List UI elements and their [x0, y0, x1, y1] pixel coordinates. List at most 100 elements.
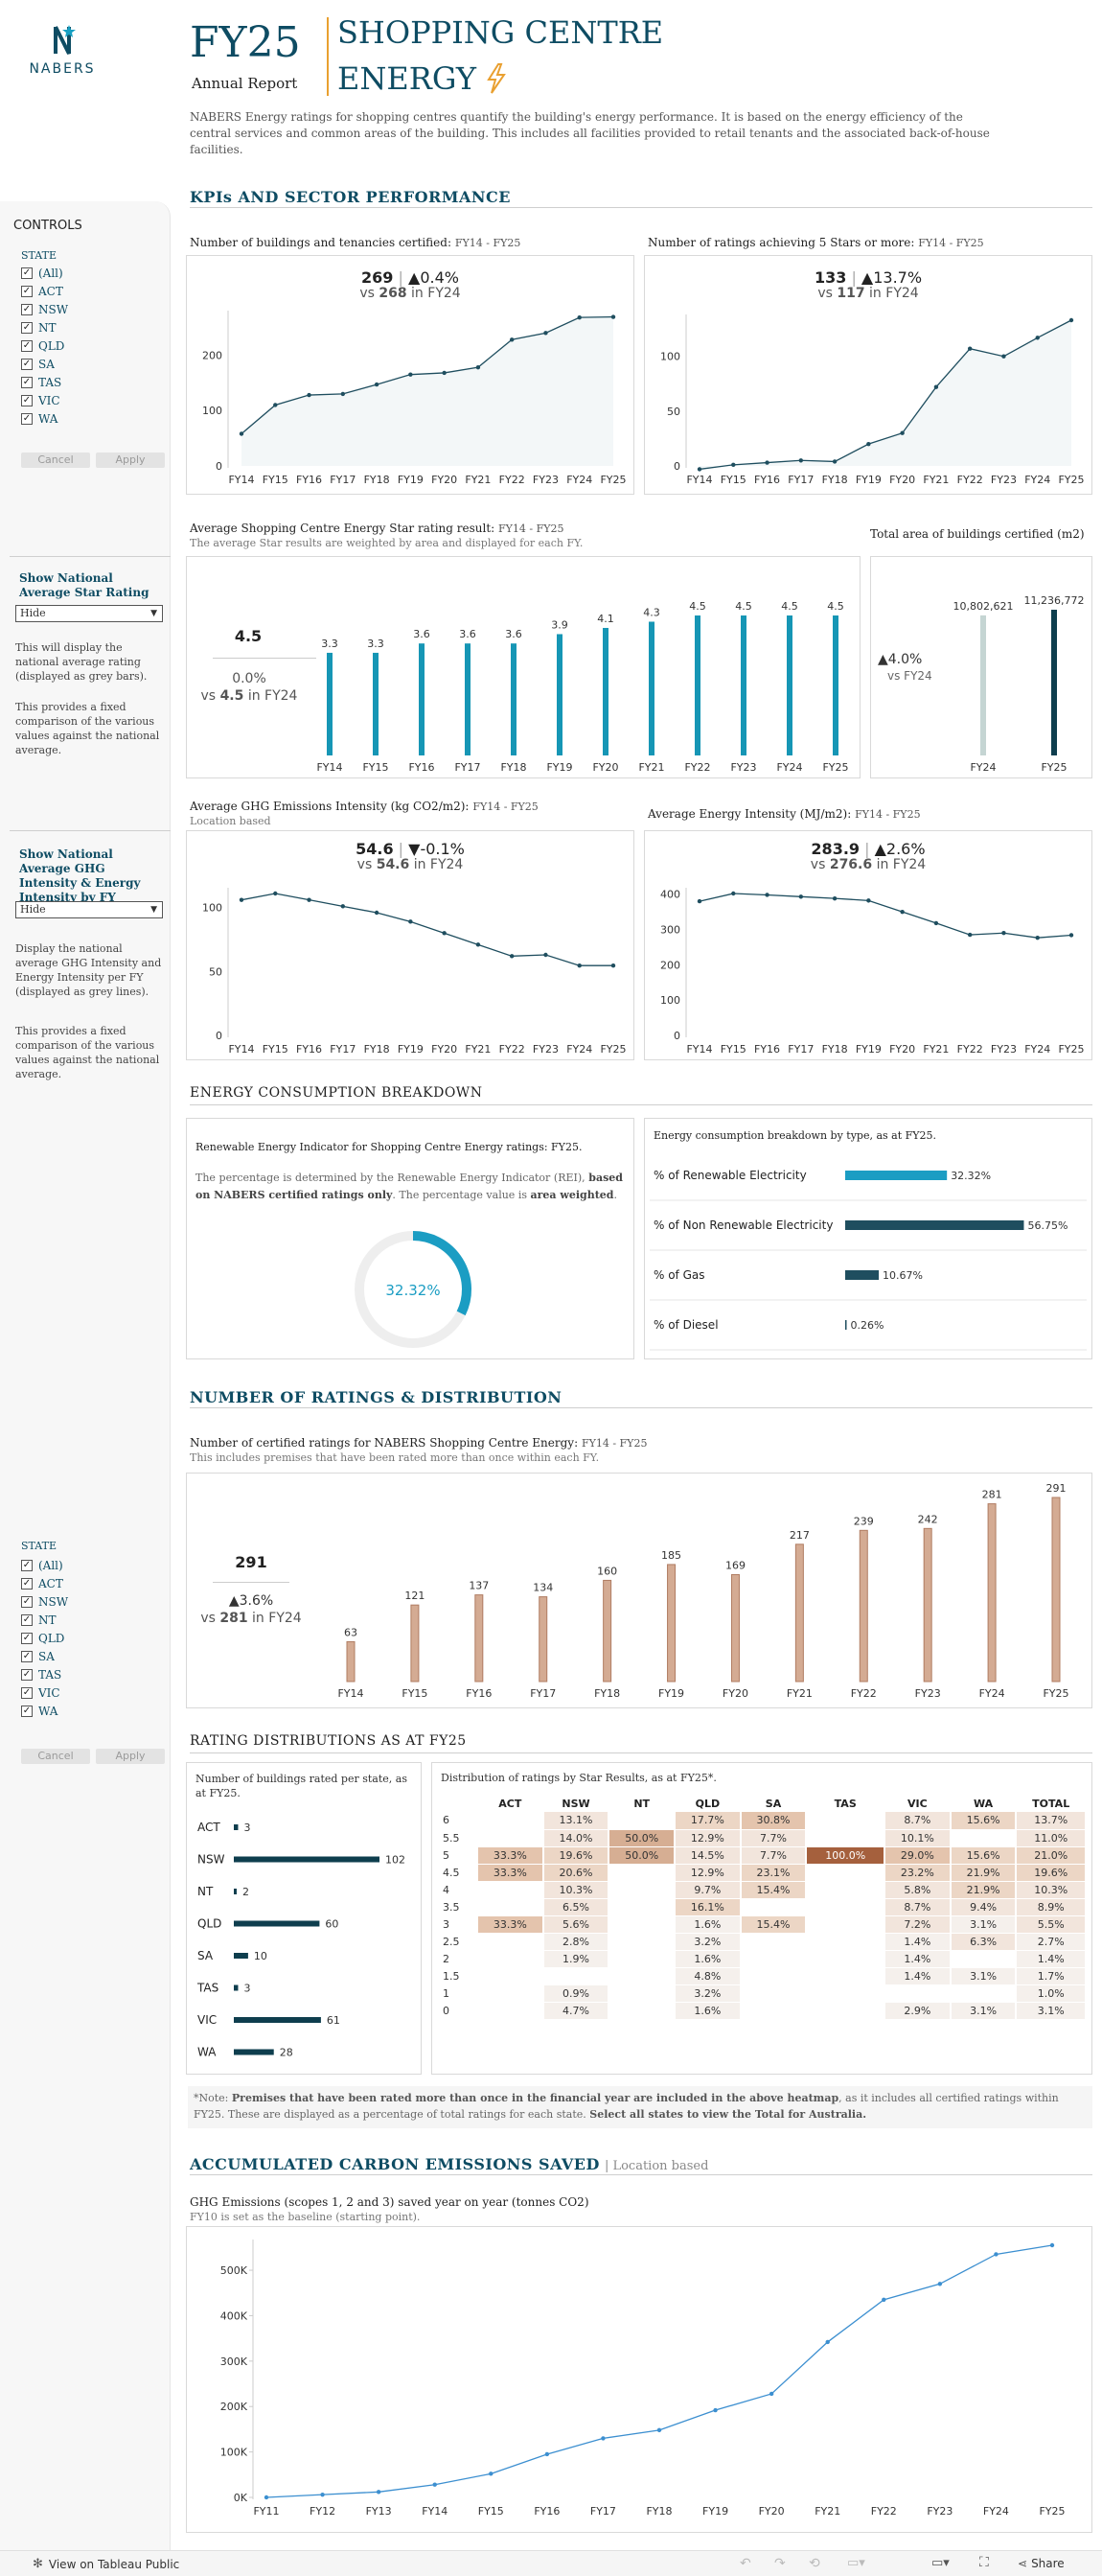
state-checkbox-all[interactable]: ✓ (All) — [21, 265, 63, 282]
heatmap-cell[interactable] — [806, 1950, 886, 1968]
heatmap-cell[interactable]: 15.4% — [740, 1915, 808, 1934]
heatmap-cell[interactable]: 3.1% — [950, 1967, 1018, 1985]
state-checkbox-nt[interactable]: ✓ NT — [21, 1612, 57, 1629]
heatmap-cell[interactable]: 14.0% — [542, 1829, 610, 1847]
heatmap-cell[interactable] — [806, 1864, 886, 1882]
heatmap-cell[interactable]: 13.1% — [542, 1812, 610, 1830]
heatmap-cell[interactable]: 2.8% — [542, 1933, 610, 1951]
heatmap-cell[interactable]: 16.1% — [675, 1898, 742, 1916]
apply-button[interactable]: Apply — [96, 453, 165, 468]
checkbox-icon[interactable]: ✓ — [21, 322, 33, 334]
checkbox-icon[interactable]: ✓ — [21, 1614, 33, 1626]
heatmap-cell[interactable]: 8.9% — [1016, 1898, 1087, 1916]
checkbox-icon[interactable]: ✓ — [21, 1578, 33, 1590]
ghg-dropdown[interactable]: Hide ▼ — [15, 901, 163, 918]
state-checkbox-nt[interactable]: ✓ NT — [21, 319, 57, 337]
pause-icon[interactable]: ▭▾ — [847, 2556, 865, 2570]
heatmap-cell[interactable]: 1.4% — [884, 1967, 952, 1985]
carbon-line-chart[interactable]: 0K 100K 200K 300K 400K 500K FY11 FY12 FY13 FY14 FY… — [186, 2226, 1092, 2533]
heatmap-cell[interactable]: 50.0% — [608, 1846, 677, 1865]
heatmap-cell[interactable]: 1.6% — [675, 1950, 742, 1968]
heatmap-cell[interactable]: 15.6% — [950, 1812, 1018, 1830]
heatmap-cell[interactable]: 23.2% — [884, 1864, 952, 1882]
nabers-logo[interactable]: NABERS — [17, 21, 107, 81]
heatmap-cell[interactable]: 5.5% — [1016, 1915, 1087, 1934]
heatmap-cell[interactable]: 100.0% — [806, 1846, 886, 1865]
heatmap-cell[interactable] — [806, 1967, 886, 1985]
heatmap-cell[interactable]: 1.6% — [675, 2002, 742, 2020]
heatmap-cell[interactable]: 19.6% — [1016, 1864, 1087, 1882]
heatmap-cell[interactable]: 2.9% — [884, 2002, 952, 2020]
heatmap-cell[interactable]: 1.4% — [884, 1933, 952, 1951]
heatmap-cell[interactable] — [477, 1950, 544, 1968]
heatmap-cell[interactable] — [740, 1933, 808, 1951]
heatmap-cell[interactable] — [608, 1881, 677, 1899]
heatmap-cell[interactable]: 1.4% — [1016, 1950, 1087, 1968]
view-on-tableau-link[interactable]: ✻ View on Tableau Public — [33, 2557, 179, 2571]
checkbox-icon[interactable]: ✓ — [21, 1706, 33, 1717]
ghg-line-chart[interactable]: 0 50 100 FY14 FY15 FY16 FY17 FY18 FY19 FY20 FY21 FY… — [186, 878, 634, 1060]
heatmap-cell[interactable] — [806, 1898, 886, 1916]
state-checkbox-nsw[interactable]: ✓ NSW — [21, 301, 68, 318]
heatmap-cell[interactable] — [740, 1898, 808, 1916]
heatmap-cell[interactable]: 10.3% — [542, 1881, 610, 1899]
heatmap-cell[interactable] — [477, 1984, 544, 2003]
heatmap-cell[interactable] — [477, 2002, 544, 2020]
heatmap-cell[interactable]: 14.5% — [675, 1846, 742, 1865]
heatmap-cell[interactable] — [806, 1881, 886, 1899]
heatmap-cell[interactable]: 12.9% — [675, 1829, 742, 1847]
heatmap-cell[interactable]: 13.7% — [1016, 1812, 1087, 1830]
heatmap-cell[interactable] — [608, 1915, 677, 1934]
renewable-donut-chart[interactable]: 32.32% — [351, 1227, 475, 1352]
heatmap-cell[interactable]: 17.7% — [675, 1812, 742, 1830]
checkbox-icon[interactable]: ✓ — [21, 413, 33, 425]
heatmap-cell[interactable] — [608, 1967, 677, 1985]
checkbox-icon[interactable]: ✓ — [21, 395, 33, 406]
heatmap-cell[interactable] — [608, 2002, 677, 2020]
checkbox-icon[interactable]: ✓ — [21, 1596, 33, 1608]
ratings-bar-chart[interactable]: 63 FY14 121 FY15 137 FY16 134 FY17 160 FY18 185 FY1… — [307, 1473, 1092, 1708]
heatmap-cell[interactable] — [608, 1950, 677, 1968]
heatmap-cell[interactable]: 20.6% — [542, 1864, 610, 1882]
heatmap-cell[interactable]: 33.3% — [477, 1915, 544, 1934]
heatmap-cell[interactable] — [950, 1829, 1018, 1847]
heatmap-cell[interactable]: 21.9% — [950, 1864, 1018, 1882]
heatmap-cell[interactable] — [806, 1915, 886, 1934]
checkbox-icon[interactable]: ✓ — [21, 1669, 33, 1681]
heatmap-cell[interactable]: 15.4% — [740, 1881, 808, 1899]
heatmap-cell[interactable]: 6.3% — [950, 1933, 1018, 1951]
state-checkbox-nsw[interactable]: ✓ NSW — [21, 1593, 68, 1611]
heatmap-cell[interactable] — [740, 1967, 808, 1985]
heatmap-cell[interactable] — [884, 1984, 952, 2003]
buildings-line-chart[interactable]: 0 100 200 FY14 FY15 FY16 FY17 FY18 FY19 FY20 FY21 F… — [186, 307, 634, 495]
checkbox-icon[interactable]: ✓ — [21, 286, 33, 297]
state-checkbox-sa[interactable]: ✓ SA — [21, 356, 55, 373]
checkbox-icon[interactable]: ✓ — [21, 1651, 33, 1662]
state-checkbox-act[interactable]: ✓ ACT — [21, 1575, 63, 1592]
heatmap-cell[interactable] — [477, 1881, 544, 1899]
state-checkbox-vic[interactable]: ✓ VIC — [21, 392, 60, 409]
redo-icon[interactable]: ↷ — [774, 2556, 786, 2571]
state-checkbox-act[interactable]: ✓ ACT — [21, 283, 63, 300]
heatmap-cell[interactable] — [806, 1829, 886, 1847]
heatmap-cell[interactable]: 5.8% — [884, 1881, 952, 1899]
heatmap-cell[interactable]: 21.9% — [950, 1881, 1018, 1899]
heatmap-cell[interactable]: 23.1% — [740, 1864, 808, 1882]
state-checkbox-vic[interactable]: ✓ VIC — [21, 1684, 60, 1702]
heatmap-cell[interactable]: 4.7% — [542, 2002, 610, 2020]
five-star-line-chart[interactable]: 0 50 100 FY14 FY15 FY16 FY17 FY18 FY19 FY20 FY21 FY… — [644, 307, 1092, 495]
heatmap-cell[interactable] — [740, 1984, 808, 2003]
heatmap-cell[interactable]: 3.1% — [1016, 2002, 1087, 2020]
comment-icon[interactable]: ▭▾ — [931, 2556, 950, 2570]
heatmap-cell[interactable] — [806, 1933, 886, 1951]
fullscreen-icon[interactable]: ⛶ — [979, 2555, 989, 2570]
star-bar-chart[interactable]: 3.3 FY14 3.3 FY15 3.6 FY16 3.6 FY17 3.6 FY18 3.9 FY… — [307, 556, 861, 778]
heatmap-cell[interactable]: 10.3% — [1016, 1881, 1087, 1899]
heatmap-cell[interactable] — [477, 1933, 544, 1951]
undo-icon[interactable]: ↶ — [740, 2556, 751, 2571]
share-button[interactable]: ⋖ Share — [1018, 2557, 1065, 2570]
energy-int-line-chart[interactable]: 0 100 200 300 400 FY14 FY15 FY16 FY17 FY18 FY19 FY2… — [644, 878, 1092, 1060]
heatmap-cell[interactable] — [477, 1829, 544, 1847]
heatmap-cell[interactable] — [477, 1812, 544, 1830]
heatmap-cell[interactable]: 33.3% — [477, 1846, 544, 1865]
